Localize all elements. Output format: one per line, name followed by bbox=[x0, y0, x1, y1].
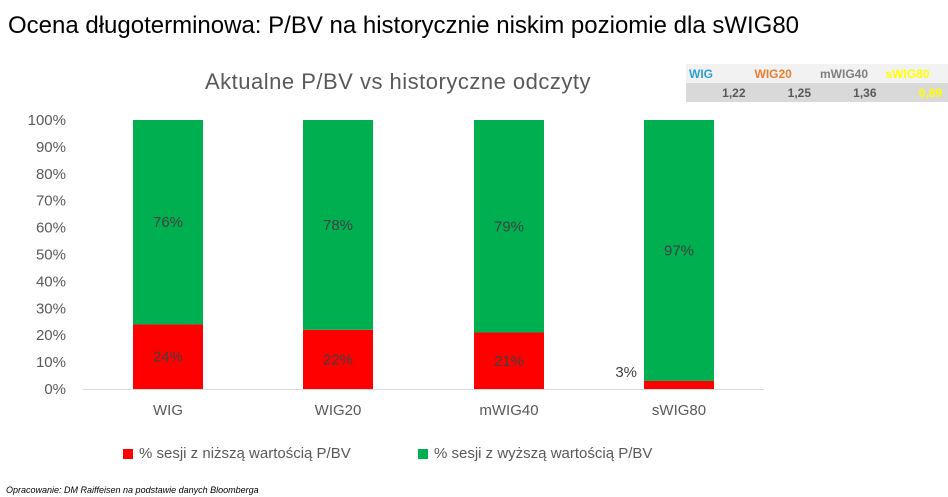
y-tick-label: 50% bbox=[36, 247, 66, 264]
bar-segment-higher bbox=[644, 120, 714, 381]
pbv-table-header-row: WIG WIG20 mWIG40 sWIG80 bbox=[686, 64, 948, 83]
x-tick-label: WIG20 bbox=[315, 402, 362, 419]
pbv-header-wig20: WIG20 bbox=[754, 66, 792, 81]
stacked-bar-chart: Aktualne P/BV vs historyczne odczyty 0% 1… bbox=[28, 69, 764, 419]
x-axis: WIG WIG20 mWIG40 sWIG80 bbox=[83, 389, 764, 419]
data-label-higher: 76% bbox=[153, 214, 183, 231]
slide-title: Ocena długoterminowa: P/BV na historyczn… bbox=[8, 12, 800, 39]
legend-item-higher: % sesji z wyższą wartością P/BV bbox=[418, 445, 652, 462]
y-tick-label: 90% bbox=[36, 139, 66, 156]
bar-segment-higher bbox=[474, 120, 544, 333]
x-tick-label: sWIG80 bbox=[652, 402, 706, 419]
bar-segment-lower bbox=[474, 332, 544, 389]
x-tick-label: mWIG40 bbox=[479, 402, 538, 419]
bar-segment-lower bbox=[303, 329, 373, 389]
x-tick-label: WIG bbox=[153, 402, 183, 419]
pbv-value-swig80: 0,89 bbox=[918, 85, 942, 100]
data-label-lower: 21% bbox=[494, 353, 524, 370]
y-tick-label: 60% bbox=[36, 220, 66, 237]
y-tick-label: 30% bbox=[36, 300, 66, 317]
data-label-lower: 24% bbox=[153, 349, 183, 366]
y-tick-label: 80% bbox=[36, 166, 66, 183]
legend-label-lower: % sesji z niższą wartością P/BV bbox=[139, 445, 351, 462]
pbv-value-wig20: 1,25 bbox=[787, 85, 811, 100]
bar-segment-higher bbox=[303, 120, 373, 330]
chart-title: Aktualne P/BV vs historyczne odczyty bbox=[205, 69, 591, 94]
bar-segment-higher bbox=[133, 120, 203, 325]
legend-swatch-lower bbox=[123, 448, 133, 459]
pbv-value-mwig40: 1,36 bbox=[853, 85, 877, 100]
legend-swatch-higher bbox=[418, 448, 428, 459]
y-tick-label: 100% bbox=[28, 112, 66, 129]
legend-label-higher: % sesji z wyższą wartością P/BV bbox=[434, 445, 653, 462]
pbv-table: WIG WIG20 mWIG40 sWIG80 1,22 1,25 1,36 0… bbox=[686, 64, 948, 102]
y-axis: 0% 10% 20% 30% 40% 50% 60% 70% 80% 90% 100% bbox=[28, 112, 66, 398]
y-tick-label: 70% bbox=[36, 193, 66, 210]
y-tick-label: 0% bbox=[44, 381, 66, 398]
data-label-lower: 3% bbox=[615, 364, 637, 381]
pbv-value-wig: 1,22 bbox=[722, 85, 746, 100]
y-tick-label: 20% bbox=[36, 327, 66, 344]
source-footnote: Opracowanie: DM Raiffeisen na podstawie … bbox=[6, 485, 259, 495]
pbv-header-wig: WIG bbox=[689, 66, 713, 81]
pbv-table-value-row: 1,22 1,25 1,36 0,89 bbox=[686, 83, 948, 102]
legend-item-lower: % sesji z niższą wartością P/BV bbox=[123, 445, 351, 462]
y-tick-label: 40% bbox=[36, 273, 66, 290]
bar-segment-lower bbox=[644, 380, 714, 389]
data-label-lower: 22% bbox=[323, 351, 353, 368]
pbv-header-mwig40: mWIG40 bbox=[820, 66, 869, 81]
data-label-higher: 78% bbox=[323, 217, 353, 234]
bars-group: 24% 76% 22% 78% 21% 79% 3% 97% bbox=[133, 120, 714, 389]
bar-segment-lower bbox=[133, 324, 203, 389]
data-label-higher: 97% bbox=[664, 242, 694, 259]
pbv-header-swig80: sWIG80 bbox=[885, 66, 930, 81]
y-tick-label: 10% bbox=[36, 354, 66, 371]
data-label-higher: 79% bbox=[494, 218, 524, 235]
